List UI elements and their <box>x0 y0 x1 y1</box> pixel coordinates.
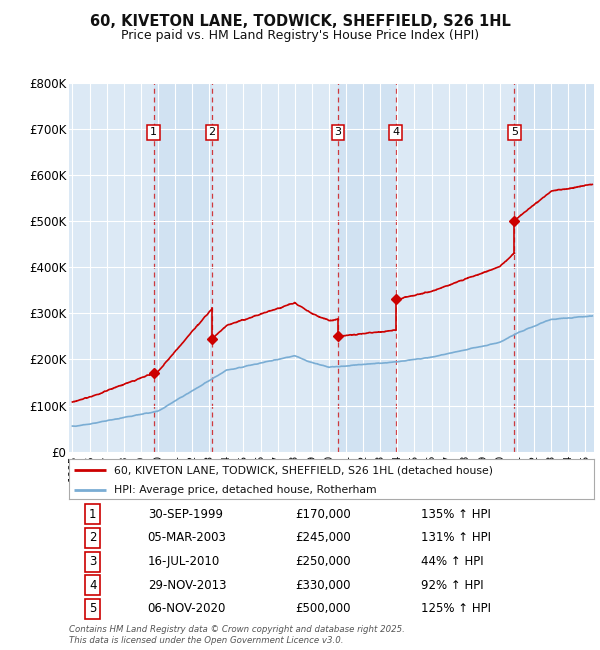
Text: 16-JUL-2010: 16-JUL-2010 <box>148 555 220 568</box>
Text: 1: 1 <box>150 127 157 137</box>
Text: £500,000: £500,000 <box>295 603 350 616</box>
Text: 30-SEP-1999: 30-SEP-1999 <box>148 508 223 521</box>
Text: 29-NOV-2013: 29-NOV-2013 <box>148 578 226 592</box>
Text: 4: 4 <box>89 578 97 592</box>
Text: 06-NOV-2020: 06-NOV-2020 <box>148 603 226 616</box>
Text: 44% ↑ HPI: 44% ↑ HPI <box>421 555 484 568</box>
Text: 92% ↑ HPI: 92% ↑ HPI <box>421 578 484 592</box>
Text: 5: 5 <box>89 603 97 616</box>
Bar <box>338 83 396 452</box>
Bar <box>514 83 594 452</box>
Text: 05-MAR-2003: 05-MAR-2003 <box>148 532 227 545</box>
Text: 60, KIVETON LANE, TODWICK, SHEFFIELD, S26 1HL (detached house): 60, KIVETON LANE, TODWICK, SHEFFIELD, S2… <box>113 465 493 475</box>
Text: Contains HM Land Registry data © Crown copyright and database right 2025.
This d: Contains HM Land Registry data © Crown c… <box>69 625 405 645</box>
Text: 2: 2 <box>209 127 215 137</box>
Text: HPI: Average price, detached house, Rotherham: HPI: Average price, detached house, Roth… <box>113 486 376 495</box>
Text: £330,000: £330,000 <box>295 578 350 592</box>
Text: 4: 4 <box>392 127 400 137</box>
Text: 125% ↑ HPI: 125% ↑ HPI <box>421 603 491 616</box>
Text: 1: 1 <box>89 508 97 521</box>
Text: 135% ↑ HPI: 135% ↑ HPI <box>421 508 491 521</box>
Text: 3: 3 <box>335 127 341 137</box>
Text: 2: 2 <box>89 532 97 545</box>
Text: £170,000: £170,000 <box>295 508 350 521</box>
Text: Price paid vs. HM Land Registry's House Price Index (HPI): Price paid vs. HM Land Registry's House … <box>121 29 479 42</box>
Text: £250,000: £250,000 <box>295 555 350 568</box>
Bar <box>154 83 212 452</box>
Text: 3: 3 <box>89 555 97 568</box>
Text: 131% ↑ HPI: 131% ↑ HPI <box>421 532 491 545</box>
Text: £245,000: £245,000 <box>295 532 350 545</box>
Text: 5: 5 <box>511 127 518 137</box>
Text: 60, KIVETON LANE, TODWICK, SHEFFIELD, S26 1HL: 60, KIVETON LANE, TODWICK, SHEFFIELD, S2… <box>89 14 511 29</box>
